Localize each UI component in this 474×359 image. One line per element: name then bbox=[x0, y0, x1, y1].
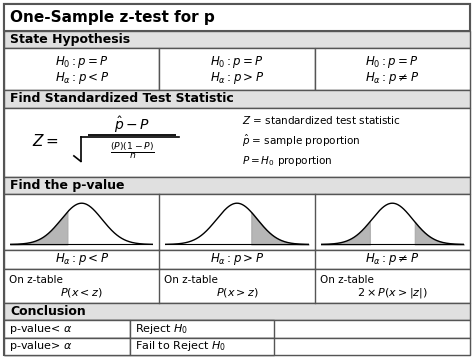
Text: $H_0: p = P$: $H_0: p = P$ bbox=[365, 54, 419, 70]
Text: $H_{\alpha}: p \neq P$: $H_{\alpha}: p \neq P$ bbox=[365, 251, 419, 267]
Bar bbox=[130, 321, 274, 338]
Bar bbox=[4, 338, 130, 355]
Text: $P(x < z)$: $P(x < z)$ bbox=[60, 286, 103, 299]
Text: One-Sample z-test for p: One-Sample z-test for p bbox=[10, 10, 215, 25]
Text: $H_{\alpha}: p \neq P$: $H_{\alpha}: p \neq P$ bbox=[365, 70, 419, 86]
Text: $P = H_0$ proportion: $P = H_0$ proportion bbox=[242, 154, 332, 168]
Text: $H_{\alpha}: p > P$: $H_{\alpha}: p > P$ bbox=[210, 251, 264, 267]
Bar bbox=[159, 48, 315, 90]
Text: On z-table: On z-table bbox=[164, 275, 218, 285]
Text: $H_{\alpha}: p < P$: $H_{\alpha}: p < P$ bbox=[55, 251, 109, 267]
Bar bbox=[4, 321, 130, 338]
Bar bbox=[4, 338, 470, 355]
Bar bbox=[4, 194, 470, 250]
Text: $\hat{p} - P$: $\hat{p} - P$ bbox=[114, 115, 150, 135]
Bar bbox=[4, 108, 470, 177]
Text: $H_0: p = P$: $H_0: p = P$ bbox=[210, 54, 264, 70]
Bar bbox=[4, 4, 470, 31]
Text: $2 \times P(x > |z|)$: $2 \times P(x > |z|)$ bbox=[357, 286, 428, 300]
Text: p-value> $\alpha$: p-value> $\alpha$ bbox=[9, 339, 73, 353]
Text: On z-table: On z-table bbox=[319, 275, 374, 285]
Text: $\frac{(P)(1-P)}{n}$: $\frac{(P)(1-P)}{n}$ bbox=[109, 140, 155, 161]
Text: State Hypothesis: State Hypothesis bbox=[10, 33, 130, 46]
Bar bbox=[4, 177, 470, 194]
Text: Conclusion: Conclusion bbox=[10, 306, 86, 318]
Text: $Z$ = standardized test statistic: $Z$ = standardized test statistic bbox=[242, 114, 401, 126]
Text: On z-table: On z-table bbox=[9, 275, 63, 285]
Bar bbox=[4, 269, 470, 303]
Bar bbox=[315, 48, 470, 90]
Bar bbox=[4, 321, 470, 338]
Text: $\hat{p}$ = sample proportion: $\hat{p}$ = sample proportion bbox=[242, 132, 360, 149]
Text: Reject $H_0$: Reject $H_0$ bbox=[135, 322, 188, 336]
Text: Find Standardized Test Statistic: Find Standardized Test Statistic bbox=[10, 93, 234, 106]
Bar bbox=[4, 303, 470, 321]
Text: $H_0: p = P$: $H_0: p = P$ bbox=[55, 54, 109, 70]
Bar bbox=[130, 338, 274, 355]
Bar bbox=[4, 90, 470, 108]
Bar bbox=[4, 250, 470, 269]
Text: $P(x > z)$: $P(x > z)$ bbox=[216, 286, 258, 299]
Text: p-value< $\alpha$: p-value< $\alpha$ bbox=[9, 322, 73, 336]
Text: $H_{\alpha}: p > P$: $H_{\alpha}: p > P$ bbox=[210, 70, 264, 86]
Text: Fail to Reject $H_0$: Fail to Reject $H_0$ bbox=[135, 339, 226, 353]
Text: Find the p-value: Find the p-value bbox=[10, 179, 125, 192]
Text: $H_{\alpha}: p < P$: $H_{\alpha}: p < P$ bbox=[55, 70, 109, 86]
Bar bbox=[4, 48, 159, 90]
Bar bbox=[4, 31, 470, 48]
Text: $Z = $: $Z = $ bbox=[32, 133, 59, 149]
